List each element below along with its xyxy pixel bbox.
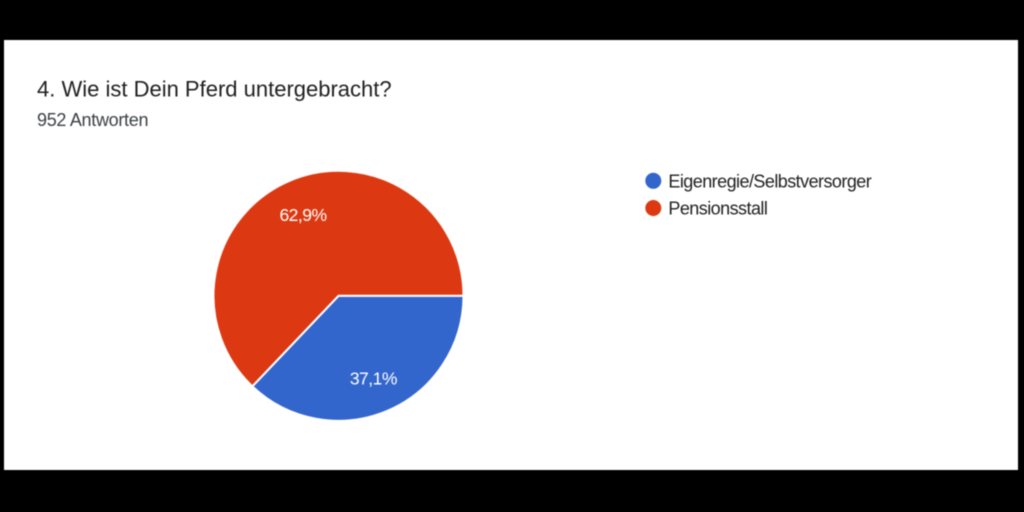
svg-text:4. Wie ist Dein Pferd untergeb: 4. Wie ist Dein Pferd untergebracht? [37,77,392,102]
svg-text:952 Antworten: 952 Antworten [37,110,148,130]
svg-text:Pensionsstall: Pensionsstall [668,199,767,219]
svg-text:37,1%: 37,1% [350,369,397,389]
svg-text:Eigenregie/Selbstversorger: Eigenregie/Selbstversorger [668,172,871,192]
svg-text:62,9%: 62,9% [279,205,326,225]
